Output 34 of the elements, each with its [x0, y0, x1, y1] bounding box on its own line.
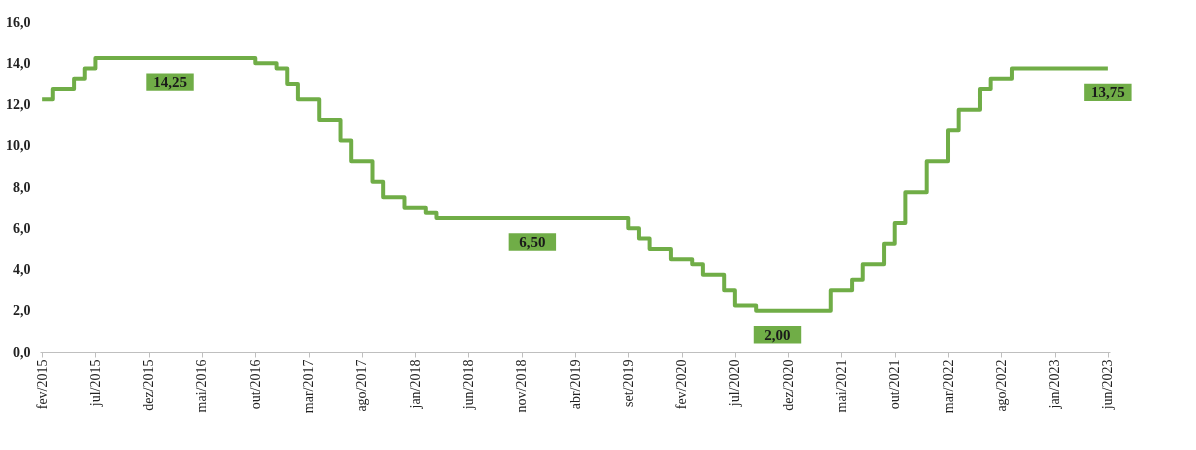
x-tick-label: mar/2022: [940, 359, 956, 414]
data-label: 2,00: [764, 326, 791, 343]
y-tick-label: 10,0: [6, 138, 31, 154]
x-tick-label: ago/2022: [993, 359, 1009, 412]
data-label: 14,25: [153, 74, 187, 91]
x-tick-label: jan/2023: [1047, 359, 1063, 410]
x-tick-label: ago/2017: [354, 359, 370, 412]
x-tick-label: mar/2017: [301, 359, 317, 414]
x-tick-label: jul/2015: [87, 359, 103, 408]
x-tick-label: out/2016: [247, 359, 263, 410]
y-tick-label: 16,0: [6, 14, 31, 30]
x-tick-label: nov/2018: [514, 359, 530, 413]
y-tick-label: 2,0: [13, 303, 31, 319]
x-tick-label: fev/2015: [34, 359, 50, 410]
y-tick-label: 4,0: [13, 262, 31, 277]
x-tick-label: set/2019: [620, 359, 636, 407]
x-tick-label: jun/2023: [1100, 359, 1116, 411]
x-tick-label: dez/2015: [141, 359, 157, 411]
x-tick-label: jan/2018: [407, 359, 423, 410]
y-tick-label: 12,0: [6, 97, 31, 112]
x-tick-label: dez/2020: [780, 359, 796, 411]
y-tick-label: 6,0: [13, 220, 31, 236]
x-tick-label: mai/2021: [833, 359, 849, 413]
x-tick-label: jul/2020: [727, 359, 743, 408]
data-label: 13,75: [1090, 84, 1125, 101]
data-label: 6,50: [519, 233, 546, 250]
x-tick-label: out/2021: [887, 359, 903, 410]
x-tick-label: abr/2019: [567, 359, 583, 410]
x-tick-label: mai/2016: [194, 359, 210, 413]
x-tick-label: jun/2018: [460, 359, 476, 411]
y-tick-label: 0,0: [13, 344, 31, 360]
y-tick-label: 8,0: [13, 179, 31, 195]
y-tick-label: 14,0: [6, 55, 31, 71]
x-tick-label: fev/2020: [674, 359, 690, 410]
